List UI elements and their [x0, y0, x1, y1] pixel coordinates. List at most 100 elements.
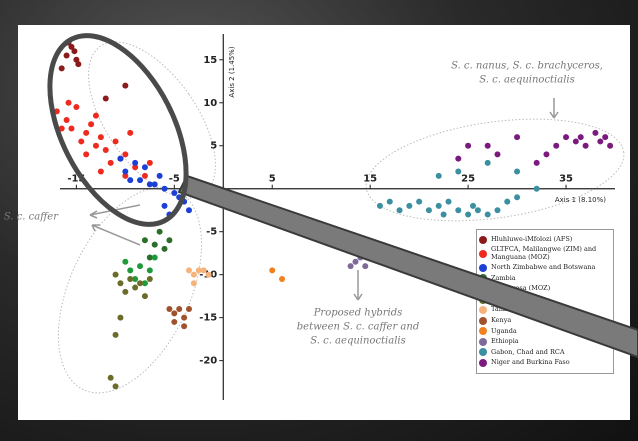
point — [122, 259, 128, 265]
point — [470, 203, 476, 209]
point — [534, 160, 540, 166]
point — [436, 173, 442, 179]
point — [186, 306, 192, 312]
legend-item: Ethiopia — [479, 338, 611, 346]
point — [147, 267, 153, 273]
point — [137, 177, 143, 183]
point — [607, 143, 613, 149]
point — [127, 130, 133, 136]
point — [504, 199, 510, 205]
annotation: Proposed hybrids — [313, 308, 403, 319]
x-tick-label: 25 — [461, 174, 475, 185]
legend-label: Tanzania — [491, 306, 520, 313]
point — [485, 212, 491, 218]
annotation: S. c. caffer — [4, 212, 59, 223]
x-axis-label: Axis 1 (8.10%) — [555, 196, 606, 204]
y-axis-label: Axis 2 (1.45%) — [228, 46, 236, 97]
point — [83, 151, 89, 157]
arrow — [550, 98, 558, 118]
legend-swatch — [479, 296, 487, 304]
point — [514, 169, 520, 175]
point — [127, 267, 133, 273]
point — [122, 83, 128, 89]
legend-label: Hluhluwe-iMfolozi (AFS) — [491, 236, 572, 243]
point — [103, 95, 109, 101]
point — [137, 263, 143, 269]
point — [127, 177, 133, 183]
point — [348, 263, 354, 269]
x-tick-label: 15 — [363, 174, 377, 185]
point — [176, 306, 182, 312]
legend-label: GLTFCA, Malilangwe (ZIM) and Manguana (M… — [491, 246, 611, 261]
legend-swatch — [479, 338, 487, 346]
legend-label: Kenya — [491, 317, 511, 324]
point — [514, 134, 520, 140]
point — [157, 229, 163, 235]
point — [162, 186, 168, 192]
annotation: S. c. nanus, S. c. brachyceros, — [451, 61, 603, 72]
chart: -15-55152535-20-15-10-551015 Axis 1 (8.1… — [0, 0, 638, 441]
point — [181, 199, 187, 205]
annotation: between S. c. caffer and — [297, 322, 420, 333]
afs-outline — [64, 20, 241, 219]
point — [166, 237, 172, 243]
annotation: S. c. aequinoctialis — [310, 336, 406, 347]
point — [93, 113, 99, 119]
point — [485, 143, 491, 149]
legend-item: Gabon, Chad and RCA — [479, 348, 611, 356]
point — [98, 134, 104, 140]
point — [436, 203, 442, 209]
point — [117, 156, 123, 162]
point — [186, 207, 192, 213]
point — [397, 207, 403, 213]
point — [201, 267, 207, 273]
point — [117, 315, 123, 321]
point — [88, 121, 94, 127]
point — [406, 203, 412, 209]
point — [181, 315, 187, 321]
point — [113, 138, 119, 144]
point — [113, 383, 119, 389]
point — [416, 199, 422, 205]
y-tick-label: -5 — [206, 227, 217, 238]
legend-label: Uganda — [491, 328, 517, 335]
point — [83, 130, 89, 136]
point — [113, 332, 119, 338]
point — [455, 156, 461, 162]
y-tick-label: 5 — [210, 141, 217, 152]
point — [181, 323, 187, 329]
legend-item: Niger and Burkina Faso — [479, 359, 611, 367]
point — [602, 134, 608, 140]
point — [108, 160, 114, 166]
legend-swatch — [479, 274, 487, 282]
legend-swatch — [479, 306, 487, 314]
legend-item: Tanzania — [479, 306, 611, 314]
point — [446, 199, 452, 205]
y-tick-label: 15 — [203, 55, 217, 66]
point — [113, 272, 119, 278]
point — [142, 164, 148, 170]
point — [465, 212, 471, 218]
point — [162, 246, 168, 252]
point — [206, 272, 212, 278]
point — [142, 237, 148, 243]
legend-item: Uganda — [479, 327, 611, 335]
point — [352, 259, 358, 265]
legend-label: Niger and Burkina Faso — [491, 359, 570, 366]
legend-swatch — [479, 317, 487, 325]
point — [465, 143, 471, 149]
legend-swatch — [479, 359, 487, 367]
point — [191, 280, 197, 286]
point — [176, 194, 182, 200]
point — [367, 254, 373, 260]
point — [279, 276, 285, 282]
point — [142, 173, 148, 179]
legend-item: Zambia — [479, 274, 611, 282]
point — [494, 151, 500, 157]
point — [64, 117, 70, 123]
point — [147, 181, 153, 187]
x-tick-label: 5 — [269, 174, 276, 185]
point — [543, 151, 549, 157]
legend-label: Gorongosa (MOZ) — [491, 285, 550, 292]
point — [152, 242, 158, 248]
